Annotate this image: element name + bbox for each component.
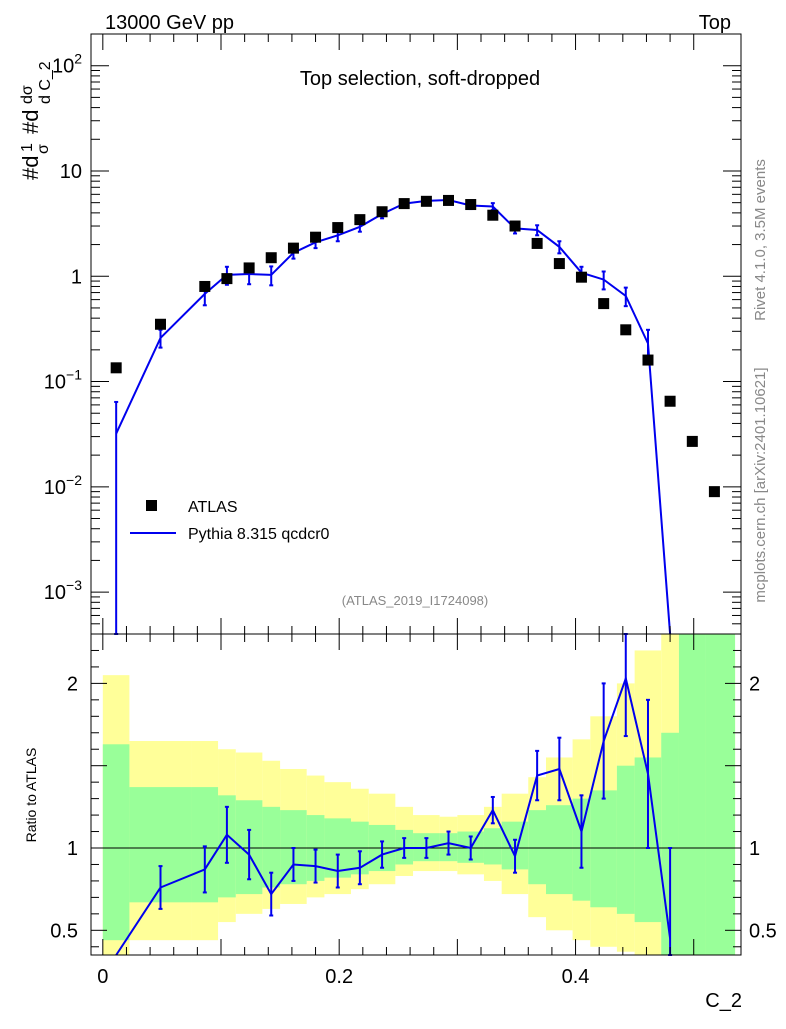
ratio-y-label: Ratio to ATLAS (23, 748, 39, 843)
atlas-point (531, 237, 543, 249)
atlas-point (199, 280, 211, 292)
svg-text:1: 1 (19, 143, 36, 152)
atlas-point (221, 273, 233, 285)
legend-atlas-marker (146, 500, 157, 511)
ratio-band-inner (705, 634, 736, 955)
rivet-label: Rivet 4.1.0, 3.5M events (752, 159, 769, 321)
atlas-point (465, 199, 477, 211)
atlas-point (686, 435, 698, 447)
ratio-y-tick-label-left: 1 (67, 838, 78, 860)
ratio-y-tick-label-left: 0.5 (50, 920, 78, 942)
ratio-y-tick-label-right: 1 (749, 838, 760, 860)
ratio-band-inner (102, 744, 130, 941)
ratio-band-inner (590, 790, 617, 908)
legend-atlas-label: ATLAS (188, 499, 238, 516)
atlas-point (642, 354, 654, 366)
y-tick-label: 10−3 (44, 577, 82, 604)
atlas-point (420, 195, 432, 207)
ratio-band-inner (483, 828, 502, 865)
ratio-y-tick-label-right: 0.5 (749, 920, 777, 942)
atlas-point (287, 242, 299, 254)
atlas-point (620, 324, 632, 336)
header-left: 13000 GeV pp (105, 12, 234, 34)
ratio-band-inner (546, 805, 573, 895)
atlas-point (598, 298, 610, 310)
ratio-y-tick-label-left: 2 (67, 673, 78, 695)
y-tick-label: 10−1 (44, 367, 82, 394)
mcplots-label: mcplots.cern.ch [arXiv:2401.10621] (752, 367, 769, 602)
x-tick-label: 0 (97, 966, 108, 988)
svg-text:#d: #d (18, 110, 43, 134)
atlas-point (487, 209, 499, 221)
ratio-y-tick-label-right: 2 (749, 673, 760, 695)
atlas-point (354, 214, 366, 226)
y-tick-label: 1 (71, 266, 82, 288)
atlas-point (110, 362, 122, 374)
header-right: Top (699, 12, 731, 34)
atlas-point (243, 262, 255, 274)
ratio-band-inner (616, 765, 635, 914)
atlas-point (575, 271, 587, 283)
y-tick-label: 102 (52, 51, 82, 78)
x-axis-label: C_2 (705, 990, 742, 1012)
ratio-band-inner (528, 810, 546, 885)
svg-text:σ: σ (35, 144, 52, 154)
atlas-point (398, 198, 410, 210)
x-tick-label: 0.2 (325, 966, 353, 988)
svg-text:#d: #d (18, 156, 43, 180)
atlas-point (509, 220, 521, 232)
x-tick-label: 0.4 (562, 966, 590, 988)
atlas-point (553, 258, 565, 270)
legend-mc-label: Pythia 8.315 qcdcr0 (188, 526, 330, 543)
chart-title: Top selection, soft-dropped (300, 68, 540, 90)
mc-series-line (115, 198, 672, 635)
atlas-point (265, 252, 277, 264)
atlas-point (376, 206, 388, 218)
atlas-point (310, 231, 322, 243)
y-tick-label: 10 (60, 161, 82, 183)
atlas-point (443, 194, 454, 206)
analysis-id: (ATLAS_2019_I1724098) (342, 593, 488, 608)
ratio-band-inner (678, 634, 706, 955)
svg-text:d C_2: d C_2 (37, 61, 54, 104)
ratio-band-inner (262, 806, 281, 888)
ratio-mc-line (115, 674, 672, 956)
ratio-panel-frame (90, 633, 742, 956)
atlas-point (664, 395, 676, 407)
y-axis-label: #d 1 σ #d dσ d C_2 (18, 61, 54, 180)
atlas-point (708, 486, 720, 498)
atlas-point (332, 222, 344, 234)
svg-text:dσ: dσ (19, 85, 36, 104)
atlas-point (154, 318, 166, 330)
y-tick-label: 10−2 (44, 472, 82, 499)
